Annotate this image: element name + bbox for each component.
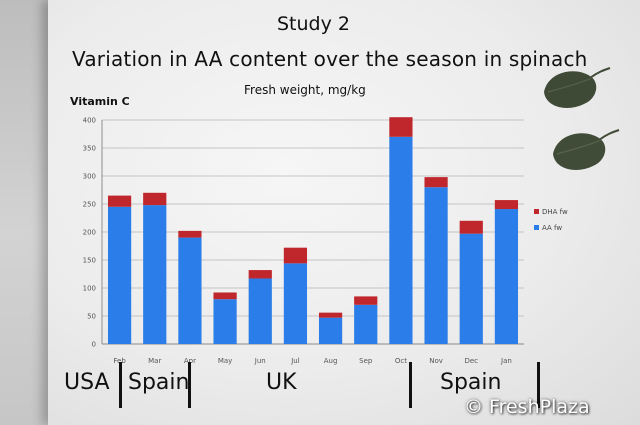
x-tick-label: Feb <box>113 357 126 365</box>
bar-dha-jul <box>283 247 308 264</box>
region-label-uk: UK <box>266 370 297 395</box>
bar-dha-apr <box>178 230 202 238</box>
bar-aa-oct <box>389 136 413 344</box>
region-label-spain-2: Spain <box>440 370 502 395</box>
x-tick-label: Sep <box>359 357 373 365</box>
bar-aa-jun <box>248 278 272 344</box>
region-label-usa: USA <box>64 370 110 395</box>
bar-dha-sep <box>354 296 378 305</box>
bar-aa-aug <box>318 317 343 344</box>
region-label-spain: Spain <box>128 370 190 395</box>
legend-swatch <box>534 209 539 214</box>
bar-aa-may <box>213 299 237 344</box>
bar-dha-dec <box>459 220 483 234</box>
y-tick-label: 0 <box>92 341 96 349</box>
bar-aa-mar <box>143 205 167 344</box>
bar-dha-nov <box>424 177 448 188</box>
region-separator <box>188 362 191 408</box>
bar-aa-jan <box>494 209 519 344</box>
legend-label: AA fw <box>542 224 562 232</box>
slide-subtitle: Variation in AA content over the season … <box>72 47 588 71</box>
region-separator <box>537 362 540 408</box>
bar-aa-nov <box>424 187 448 344</box>
legend-label: DHA fw <box>542 208 568 216</box>
bar-dha-mar <box>143 192 167 206</box>
y-tick-label: 100 <box>83 285 96 293</box>
bar-dha-aug <box>318 312 343 318</box>
y-tick-label: 400 <box>83 117 96 125</box>
y-tick-label: 200 <box>83 229 96 237</box>
y-tick-label: 250 <box>83 201 96 209</box>
watermark: © FreshPlaza <box>464 396 590 418</box>
x-tick-label: May <box>218 357 232 365</box>
x-tick-label: Aug <box>324 357 338 365</box>
x-tick-label: Apr <box>184 357 196 365</box>
x-tick-label: Oct <box>395 357 407 365</box>
region-separator <box>409 362 412 408</box>
bar-dha-may <box>213 292 237 300</box>
bar-aa-sep <box>354 304 378 344</box>
y-tick-label: 50 <box>87 313 96 321</box>
region-separator <box>119 362 122 408</box>
bar-dha-feb <box>107 195 132 207</box>
bar-dha-jun <box>248 270 272 279</box>
y-axis-unit-label: Fresh weight, mg/kg <box>244 83 366 97</box>
spinach-leaf-icon <box>544 67 611 108</box>
x-tick-label: Mar <box>148 357 161 365</box>
x-tick-label: Dec <box>464 357 478 365</box>
x-tick-label: Jan <box>500 357 512 365</box>
slide-title: Study 2 <box>277 13 350 35</box>
y-axis-label: Vitamin C <box>70 95 130 108</box>
bar-aa-dec <box>459 233 483 344</box>
bar-aa-jul <box>283 263 308 344</box>
y-tick-label: 150 <box>83 257 96 265</box>
bar-aa-feb <box>107 206 132 344</box>
y-tick-label: 350 <box>83 145 96 153</box>
bar-dha-jan <box>494 200 519 210</box>
bar-dha-oct <box>389 117 413 137</box>
x-tick-label: Nov <box>429 357 443 365</box>
bar-aa-apr <box>178 237 202 344</box>
x-tick-label: Jun <box>254 357 266 365</box>
spinach-leaf-icon <box>553 129 620 170</box>
y-tick-label: 300 <box>83 173 96 181</box>
x-tick-label: Jul <box>290 357 300 365</box>
legend-swatch <box>534 225 539 230</box>
